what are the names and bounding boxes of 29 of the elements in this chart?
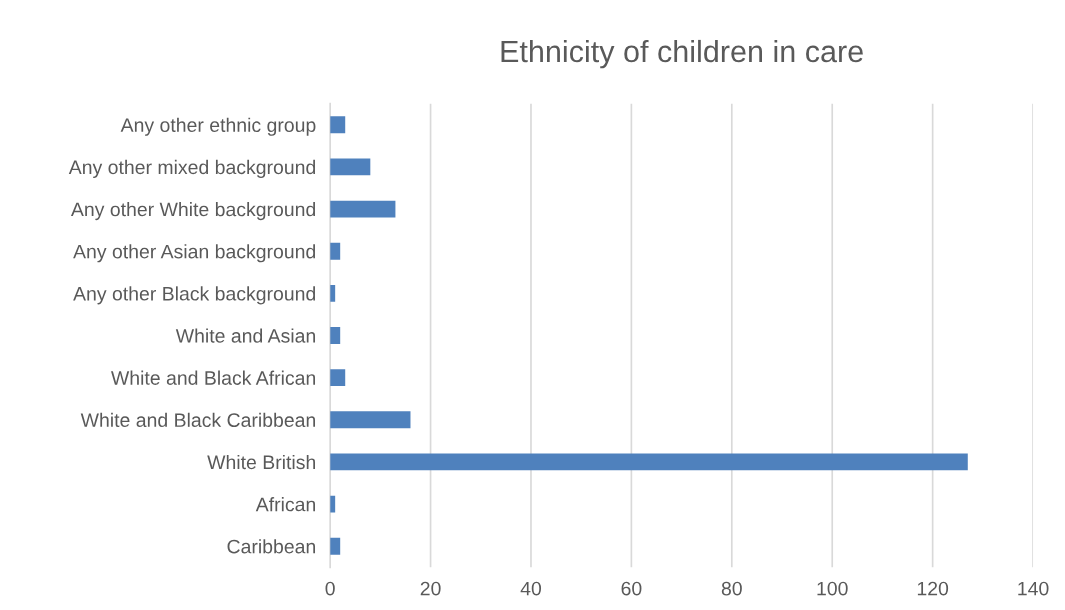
bar <box>330 453 968 471</box>
bar <box>330 158 371 176</box>
y-tick-label: White and Black African <box>111 370 316 385</box>
y-tick-label: Any other Black background <box>73 286 316 305</box>
x-tick-label: 60 <box>621 581 642 596</box>
x-tick-label: 40 <box>520 581 542 596</box>
x-tick-label: 80 <box>721 581 742 596</box>
x-tick-label: 120 <box>917 581 949 596</box>
bar <box>330 116 346 134</box>
y-tick-label: White and Black Caribbean <box>80 412 316 428</box>
bar <box>330 327 341 344</box>
y-tick-label: Caribbean <box>227 539 316 554</box>
chart-title: Ethnicity of children in care <box>501 39 863 69</box>
y-tick-label: Any other ethnic group <box>120 117 316 136</box>
bar <box>330 369 346 387</box>
x-tick-label: 140 <box>1018 581 1049 596</box>
bar <box>330 242 341 260</box>
bar <box>330 200 396 218</box>
x-tick-label: 100 <box>817 581 848 596</box>
y-tick-label: Any other Asian background <box>73 244 316 263</box>
x-tick-label: 20 <box>420 581 441 596</box>
y-tick-label: Any other White background <box>70 202 316 221</box>
y-tick-label: Any other mixed background <box>68 159 316 178</box>
y-tick-label: White British <box>207 454 315 470</box>
x-tick-label: 0 <box>325 581 335 596</box>
y-tick-label: White and Asian <box>175 328 316 343</box>
bar <box>330 411 411 429</box>
y-tick-label: African <box>255 497 315 512</box>
bar <box>330 537 341 555</box>
